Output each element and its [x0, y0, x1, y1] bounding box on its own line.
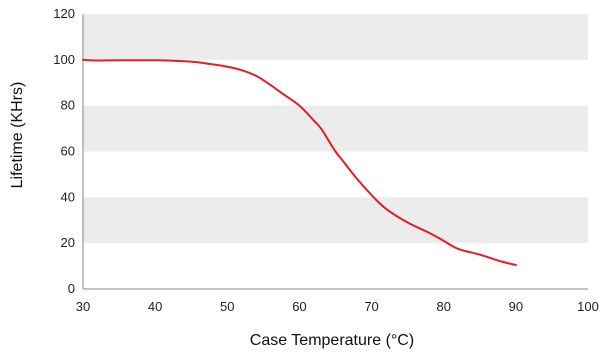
tick-labels: 0 20 40 60 80 100 120 30 40 50 60 70 80 90 100	[53, 6, 599, 314]
x-tick-label: 80	[436, 299, 450, 314]
y-tick-label: 100	[53, 52, 75, 67]
grid-band	[83, 14, 588, 60]
x-tick-label: 30	[76, 299, 90, 314]
x-tick-label: 40	[148, 299, 162, 314]
x-tick-label: 60	[292, 299, 306, 314]
x-tick-label: 70	[364, 299, 378, 314]
grid-bands	[83, 14, 588, 244]
y-tick-label: 20	[61, 235, 75, 250]
x-tick-label: 90	[509, 299, 523, 314]
y-tick-label: 80	[61, 98, 75, 113]
grid-band	[83, 197, 588, 244]
y-tick-label: 60	[61, 144, 75, 159]
y-tick-label: 40	[61, 189, 75, 204]
y-axis-title: Lifetime (KHrs)	[9, 82, 26, 189]
x-tick-label: 50	[220, 299, 234, 314]
series-layer	[82, 58, 517, 266]
y-tick-label: 120	[53, 6, 75, 21]
x-tick-label: 100	[577, 299, 599, 314]
y-tick-label: 0	[68, 281, 75, 296]
grid-band	[83, 105, 588, 152]
lifetime-series-line	[82, 58, 517, 266]
x-axis-title: Case Temperature (°C)	[250, 332, 414, 349]
